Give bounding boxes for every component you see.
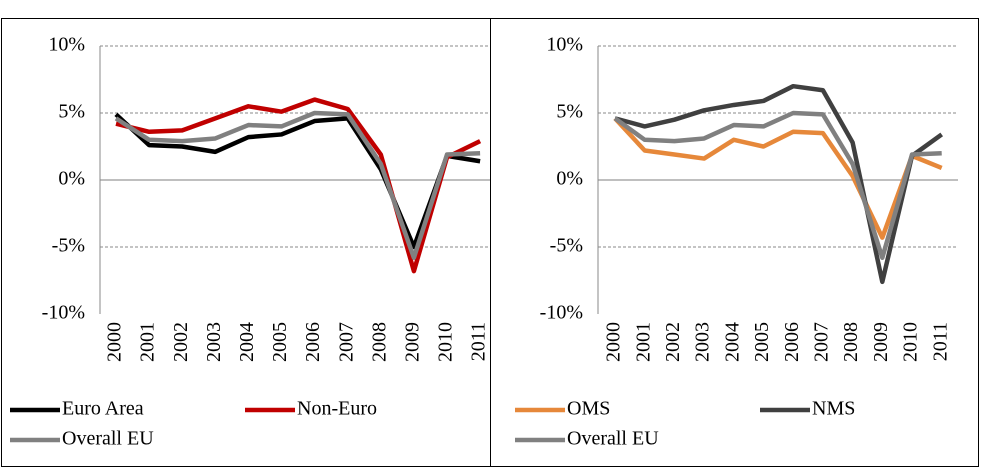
series-line — [613, 110, 942, 260]
legend-label: Euro Area — [62, 398, 144, 420]
x-tick-label: 2006 — [781, 322, 803, 362]
x-tick-label: 2000 — [603, 322, 625, 362]
x-tick-label: 2003 — [203, 322, 225, 362]
x-tick-label: 2002 — [170, 322, 192, 362]
x-tick-label: 2005 — [269, 322, 291, 362]
x-tick-label: 2004 — [236, 322, 258, 362]
y-tick-label: -5% — [550, 235, 583, 257]
series-line — [114, 110, 481, 260]
x-tick-label: 2004 — [721, 322, 743, 362]
y-tick-label: 5% — [556, 101, 583, 123]
x-tick-label: 2003 — [692, 322, 714, 362]
x-tick-label: 2011 — [929, 322, 951, 361]
legend-label: Overall EU — [62, 428, 154, 450]
x-tick-label: 2010 — [435, 322, 457, 362]
series-line — [114, 112, 481, 250]
y-tick-label: -10% — [42, 302, 85, 324]
x-tick-label: 2008 — [368, 322, 390, 362]
y-tick-label: 10% — [546, 34, 583, 56]
x-tick-label: 2001 — [137, 322, 159, 362]
x-tick-label: 2009 — [401, 322, 423, 362]
x-tick-label: 2007 — [335, 322, 357, 362]
x-tick-label: 2009 — [870, 322, 892, 362]
legend-label: Overall EU — [567, 428, 659, 450]
x-tick-label: 2010 — [900, 322, 922, 362]
series-line — [614, 83, 944, 285]
x-tick-label: 2007 — [810, 322, 832, 362]
y-tick-label: -5% — [52, 235, 85, 257]
x-tick-label: 2000 — [104, 322, 126, 362]
y-tick-label: 0% — [58, 168, 85, 190]
series-line — [613, 116, 943, 240]
y-tick-label: 5% — [58, 101, 85, 123]
y-tick-label: -10% — [540, 302, 583, 324]
legend-label: NMS — [812, 398, 855, 420]
legend-label: OMS — [567, 398, 610, 420]
x-tick-label: 2005 — [751, 322, 773, 362]
legend-label: Non-Euro — [297, 398, 377, 420]
y-tick-label: 0% — [556, 168, 583, 190]
x-tick-label: 2002 — [662, 322, 684, 362]
x-tick-label: 2006 — [302, 322, 324, 362]
y-tick-label: 10% — [48, 34, 85, 56]
x-tick-label: 2011 — [468, 322, 490, 361]
series-line — [115, 97, 482, 274]
x-tick-label: 2001 — [632, 322, 654, 362]
x-tick-label: 2008 — [840, 322, 862, 362]
